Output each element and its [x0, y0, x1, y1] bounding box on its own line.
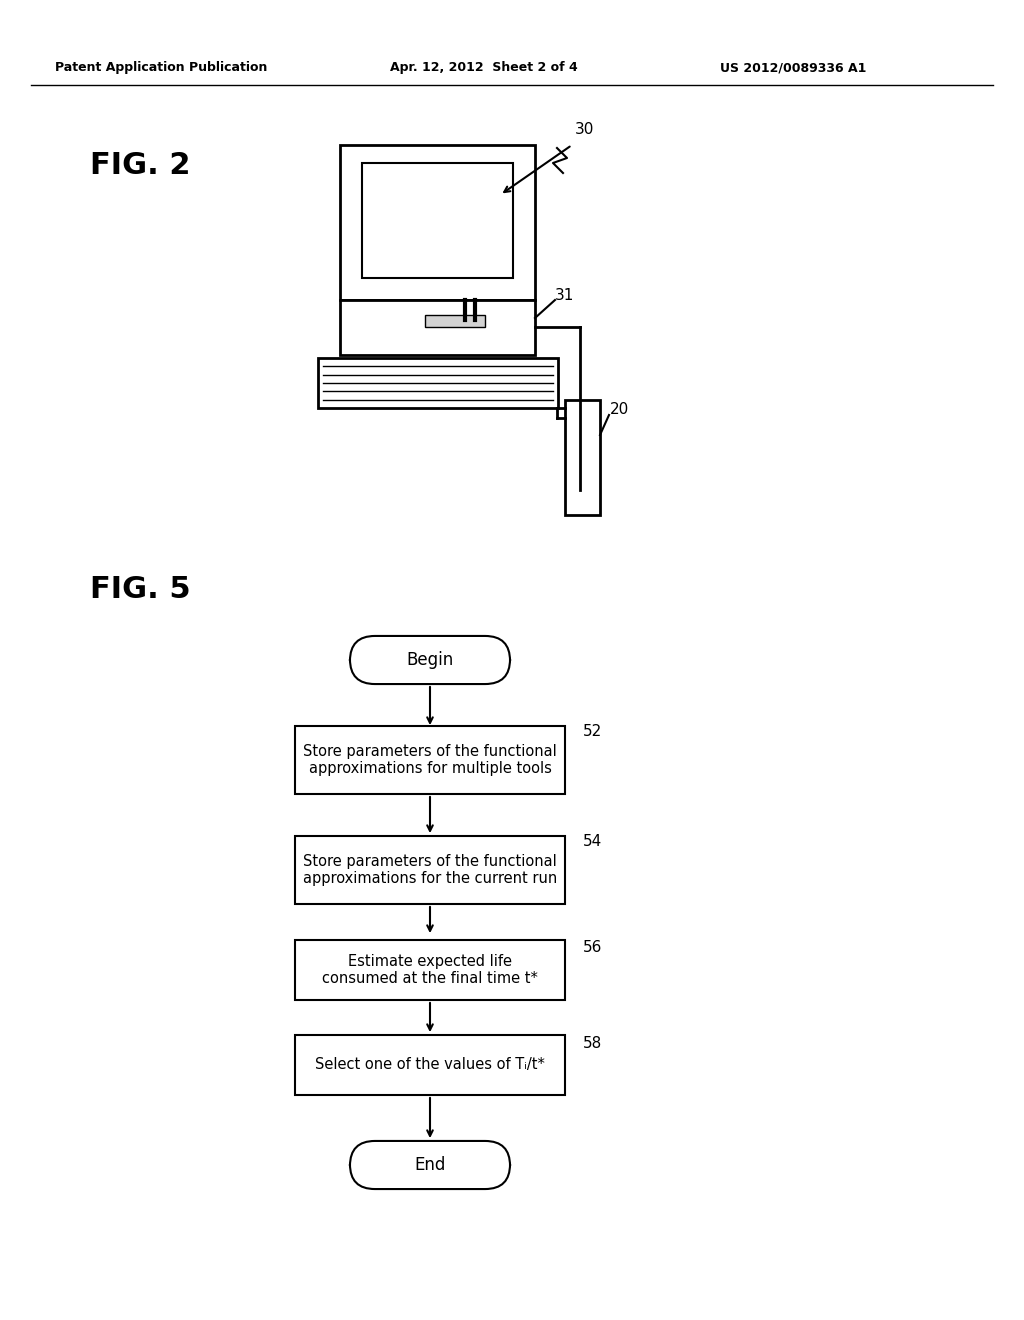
Bar — [362, 162, 513, 279]
Text: Store parameters of the functional
approximations for the current run: Store parameters of the functional appro… — [303, 854, 557, 886]
Bar — [565, 400, 600, 515]
Text: Store parameters of the functional
approximations for multiple tools: Store parameters of the functional appro… — [303, 743, 557, 776]
Bar — [340, 145, 535, 300]
Text: Select one of the values of Tᵢ/t*: Select one of the values of Tᵢ/t* — [315, 1057, 545, 1072]
Bar — [340, 300, 535, 355]
Text: Patent Application Publication: Patent Application Publication — [55, 62, 267, 74]
Text: 20: 20 — [610, 403, 630, 417]
Text: Apr. 12, 2012  Sheet 2 of 4: Apr. 12, 2012 Sheet 2 of 4 — [390, 62, 578, 74]
Text: FIG. 2: FIG. 2 — [90, 150, 190, 180]
Bar — [318, 358, 558, 408]
Text: 52: 52 — [583, 725, 602, 739]
Text: 30: 30 — [575, 123, 594, 137]
Text: 54: 54 — [583, 834, 602, 850]
Text: 56: 56 — [583, 940, 602, 956]
Bar — [295, 1035, 565, 1096]
Bar — [295, 836, 565, 904]
FancyBboxPatch shape — [350, 636, 510, 684]
FancyBboxPatch shape — [350, 1140, 510, 1189]
Text: End: End — [415, 1156, 445, 1173]
Text: 58: 58 — [583, 1035, 602, 1051]
Text: 31: 31 — [555, 288, 574, 302]
Bar — [425, 315, 485, 327]
Bar — [295, 940, 565, 1001]
Text: Begin: Begin — [407, 651, 454, 669]
Bar — [295, 726, 565, 795]
Text: US 2012/0089336 A1: US 2012/0089336 A1 — [720, 62, 866, 74]
Text: FIG. 5: FIG. 5 — [90, 576, 190, 605]
Text: Estimate expected life
consumed at the final time t*: Estimate expected life consumed at the f… — [323, 954, 538, 986]
